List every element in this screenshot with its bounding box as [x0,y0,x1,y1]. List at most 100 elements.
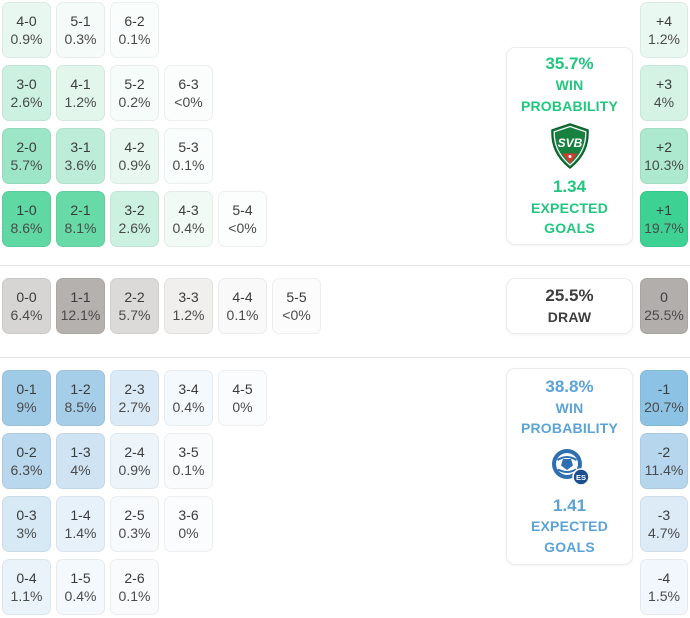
cell-value: 5-2 [124,76,145,92]
draw-goal-diff-badges: 0 25.5% [640,278,688,334]
score-cell: 3-1 3.6% [56,128,105,184]
cell-value: 4-3 [178,202,199,218]
cell-value: 3-1 [70,139,91,155]
cell-value: 4-1 [70,76,91,92]
cell-percentage: <0% [228,220,257,236]
draw-label: DRAW [547,308,592,325]
goal-diff-badge: 0 25.5% [640,278,688,334]
home-goal-diff-badges: +4 1.2% +3 4% +2 10.3% +1 19.7% [640,2,688,247]
cell-percentage: 1.2% [648,31,680,47]
cell-percentage: 12.1% [60,307,101,323]
cell-percentage: 10.3% [644,157,684,173]
cell-value: -4 [657,570,671,586]
cell-percentage: 0.9% [10,31,43,47]
draw-card: 25.5% DRAW [506,278,633,334]
cell-percentage: 0.1% [226,307,259,323]
cell-percentage: 3.6% [64,157,97,173]
cell-value: 0-1 [16,381,37,397]
draw-probability-value: 25.5% [545,285,594,305]
cell-value: 3-2 [124,202,145,218]
score-cell: 3-0 2.6% [2,65,51,121]
cell-value: 3-3 [178,289,199,305]
cell-percentage: 0.9% [118,157,151,173]
cell-percentage: 0.9% [118,462,151,478]
cell-percentage: 25.5% [644,307,684,323]
cell-percentage: 0.1% [118,31,151,47]
cell-percentage: 0% [178,525,199,541]
score-cell: 3-5 0.1% [164,433,213,489]
score-cell: 2-2 5.7% [110,278,159,334]
cell-value: -2 [657,444,671,460]
goal-diff-badge: +4 1.2% [640,2,688,58]
score-cell: 4-1 1.2% [56,65,105,121]
score-cell: 3-3 1.2% [164,278,213,334]
score-cell: 6-3 <0% [164,65,213,121]
home-xg-label-line2: GOALS [544,220,595,237]
away-badge-code-text: ES [575,473,585,482]
goal-diff-badge: +2 10.3% [640,128,688,184]
cell-value: 1-2 [70,381,91,397]
away-win-probability-value: 38.8% [545,376,594,396]
score-cell: 5-4 <0% [218,191,267,247]
score-cell: 1-2 8.5% [56,370,105,426]
cell-value: 1-1 [70,289,91,305]
goal-diff-badge: -2 11.4% [640,433,688,489]
cell-value: 2-3 [124,381,145,397]
cell-value: 6-2 [124,13,145,29]
away-win-label-line1: WIN [555,399,584,416]
cell-value: 2-6 [124,570,145,586]
home-xg-label-line1: EXPECTED [530,199,609,216]
cell-value: 2-4 [124,444,145,460]
away-team-logo: ES [548,446,592,488]
goal-diff-badge: -1 20.7% [640,370,688,426]
cell-percentage: 0.3% [64,31,97,47]
cell-value: 5-1 [70,13,91,29]
cell-percentage: 1.4% [64,525,97,541]
cell-percentage: 5.7% [118,307,151,323]
cell-percentage: 9% [16,399,37,415]
cell-value: 2-5 [124,507,145,523]
score-row: 1-0 8.6% 2-1 8.1% 3-2 2.6% 4-3 0.4% 5-4 <0% [2,191,267,247]
home-win-label-line2: PROBABILITY [520,97,619,114]
cell-percentage: 0.3% [118,525,151,541]
cell-value: -1 [657,381,671,397]
cell-percentage: 0.1% [172,157,205,173]
score-cell: 0-2 6.3% [2,433,51,489]
cell-percentage: 19.7% [644,220,684,236]
score-cell: 4-2 0.9% [110,128,159,184]
score-cell: 4-5 0% [218,370,267,426]
cell-percentage: 0.1% [172,462,205,478]
score-cell: 2-5 0.3% [110,496,159,552]
cell-value: 5-4 [232,202,253,218]
away-score-grid: 0-1 9% 1-2 8.5% 2-3 2.7% 3-4 0.4% 4-5 0% 0-2 6.3% 1-… [2,370,267,615]
cell-percentage: 3% [16,525,37,541]
score-cell: 5-2 0.2% [110,65,159,121]
score-cell: 1-4 1.4% [56,496,105,552]
score-cell: 2-1 8.1% [56,191,105,247]
cell-percentage: <0% [282,307,311,323]
cell-percentage: 4% [653,94,675,110]
cell-value: 0-4 [16,570,37,586]
cell-percentage: 20.7% [644,399,684,415]
score-row: 0-4 1.1% 1-5 0.4% 2-6 0.1% [2,559,267,615]
score-row: 2-0 5.7% 3-1 3.6% 4-2 0.9% 5-3 0.1% [2,128,267,184]
score-cell: 2-4 0.9% [110,433,159,489]
score-cell: 1-0 8.6% [2,191,51,247]
cell-percentage: 11.4% [644,462,684,478]
score-row: 3-0 2.6% 4-1 1.2% 5-2 0.2% 6-3 <0% [2,65,267,121]
home-team-logo: SVB [549,123,591,169]
cell-value: 6-3 [178,76,199,92]
cell-percentage: 8.1% [64,220,97,236]
draw-score-grid: 0-0 6.4% 1-1 12.1% 2-2 5.7% 3-3 1.2% 4-4 0.1% 5-5 <… [2,278,321,334]
cell-value: +3 [656,76,672,92]
score-cell: 2-6 0.1% [110,559,159,615]
home-win-label-line1: WIN [555,77,584,93]
cell-value: 3-6 [178,507,199,523]
score-cell: 1-1 12.1% [56,278,105,334]
score-cell: 0-4 1.1% [2,559,51,615]
home-team-crest-icon: SVB [550,123,589,169]
home-expected-goals-value: 1.34 [552,177,587,196]
cell-percentage: 8.6% [10,220,43,236]
score-cell: 4-4 0.1% [218,278,267,334]
